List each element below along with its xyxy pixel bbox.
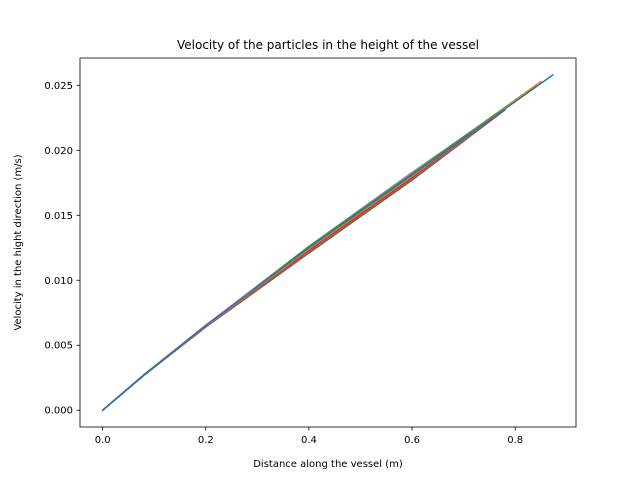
y-tick-label: 0.010: [44, 276, 73, 287]
x-tick-label: 0.8: [507, 435, 523, 446]
x-tick-label: 0.0: [95, 435, 111, 446]
x-tick-label: 0.4: [301, 435, 317, 446]
y-tick-label: 0.025: [44, 81, 73, 92]
x-tick-label: 0.6: [404, 435, 420, 446]
y-tick-label: 0.015: [44, 211, 73, 222]
x-axis-label: Distance along the vessel (m): [253, 459, 403, 470]
y-axis: 0.000 0.005 0.010 0.015 0.020 0.025: [44, 81, 80, 417]
series-line-1: [101, 73, 554, 412]
x-tick-label: 0.2: [198, 435, 214, 446]
series-layer: [101, 73, 554, 412]
chart-title: Velocity of the particles in the height …: [177, 38, 479, 52]
y-tick-label: 0.020: [44, 146, 73, 157]
axes-frame: [79, 57, 577, 428]
y-tick-label: 0.000: [44, 406, 73, 417]
y-axis-label: Velocity in the hight direction (m/s): [13, 154, 24, 330]
y-tick-label: 0.005: [44, 341, 73, 352]
x-axis: 0.0 0.2 0.4 0.6 0.8: [95, 427, 523, 446]
